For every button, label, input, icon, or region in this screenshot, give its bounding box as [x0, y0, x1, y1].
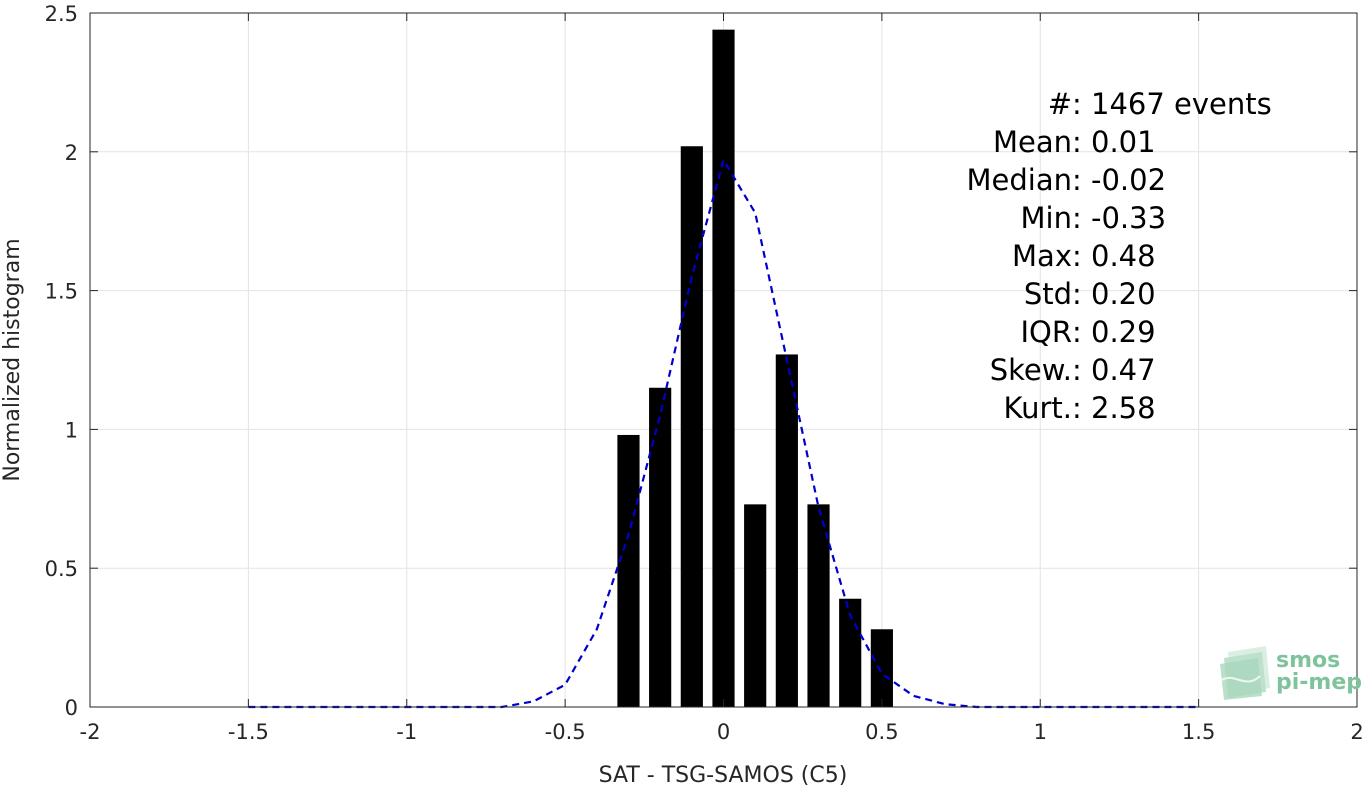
stat-value: : 0.01 [1072, 125, 1156, 159]
logo-text-line1: smos [1276, 648, 1340, 673]
y-axis-label: Normalized histogram [0, 238, 25, 481]
x-tick-label: -2 [80, 720, 101, 744]
y-tick-label: 2.5 [45, 2, 78, 26]
x-tick-label: -0.5 [545, 720, 586, 744]
stat-row: Kurt. : 2.58 [1004, 391, 1156, 425]
stat-row: Std : 0.20 [1024, 277, 1156, 311]
logo-text-line2: pi-mep [1276, 670, 1362, 695]
stat-label: Median [967, 163, 1072, 197]
stat-value: : 2.58 [1072, 391, 1156, 425]
histogram-bar [649, 387, 672, 707]
stat-value: : 1467 events [1072, 87, 1272, 121]
x-tick-label: -1 [396, 720, 417, 744]
x-tick-label: 1 [1034, 720, 1047, 744]
x-tick-label: 0.5 [865, 720, 898, 744]
stat-value: : 0.47 [1072, 353, 1156, 387]
histogram-bar [680, 146, 703, 708]
y-tick-label: 0.5 [45, 557, 78, 581]
histogram-bar [870, 629, 893, 707]
x-tick-label: 1.5 [1182, 720, 1215, 744]
y-tick-label: 1.5 [45, 280, 78, 304]
stat-label: IQR [1020, 315, 1072, 349]
stat-row: Mean : 0.01 [993, 125, 1156, 159]
x-axis-label: SAT - TSG-SAMOS (C5) [599, 763, 848, 785]
histogram-bar [775, 354, 798, 707]
smos-pi-mep-logo: smos pi-mep [1220, 646, 1362, 700]
stat-label: Kurt. [1004, 391, 1072, 425]
stat-row: Skew. : 0.47 [990, 353, 1156, 387]
histogram-bar [712, 29, 735, 707]
stat-label: Std [1024, 277, 1072, 311]
stat-value: : 0.20 [1072, 277, 1156, 311]
stat-label: Min [1021, 201, 1072, 235]
y-tick-label: 2 [65, 141, 78, 165]
stat-row: # : 1467 events [1048, 87, 1272, 121]
stat-label: # [1048, 87, 1072, 121]
logo-icon [1220, 646, 1270, 700]
x-tick-label: -1.5 [228, 720, 269, 744]
histogram-bar [617, 434, 640, 707]
stat-label: Mean [993, 125, 1072, 159]
histogram-bars [617, 29, 893, 708]
fit-curve [248, 157, 1199, 709]
stat-value: : -0.02 [1072, 163, 1166, 197]
x-tick-label: 2 [1350, 720, 1363, 744]
stat-label: Skew. [990, 353, 1072, 387]
histogram-bar [807, 504, 830, 707]
x-axis-ticks: -2 -1.5 -1 -0.5 0 0.5 1 1.5 2 [80, 13, 1364, 744]
stat-row: Max : 0.48 [1012, 239, 1156, 273]
stat-value: : -0.33 [1072, 201, 1166, 235]
stat-value: : 0.48 [1072, 239, 1156, 273]
y-tick-label: 1 [65, 418, 78, 442]
histogram-bar [744, 504, 767, 707]
stat-row: Min : -0.33 [1021, 201, 1167, 235]
y-tick-label: 0 [65, 696, 78, 720]
stat-row: Median : -0.02 [967, 163, 1167, 197]
stat-row: IQR : 0.29 [1020, 315, 1155, 349]
y-axis-ticks: 0 0.5 1 1.5 2 2.5 [45, 2, 1357, 720]
stat-label: Max [1012, 239, 1072, 273]
x-tick-label: 0 [717, 720, 730, 744]
stat-value: : 0.29 [1072, 315, 1156, 349]
